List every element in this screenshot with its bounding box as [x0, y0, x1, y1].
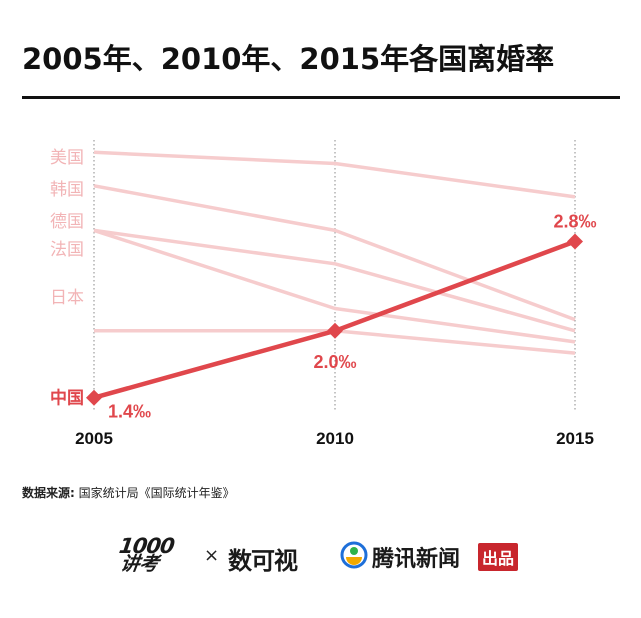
- series-lines: [86, 150, 583, 406]
- series-label-法国: 法国: [50, 240, 84, 260]
- logo-times-sign: ×: [204, 545, 220, 566]
- source-note: 数据来源: 国家统计局《国际统计年鉴》: [22, 484, 235, 501]
- x-tick-2005: 2005: [75, 429, 113, 448]
- logo-badge-chupin: 出品: [478, 543, 519, 571]
- series-label-美国: 美国: [50, 148, 84, 168]
- tencent-news-icon: [340, 541, 368, 569]
- series-label-韩国: 韩国: [50, 180, 84, 200]
- series-line-美国: [93, 150, 576, 199]
- logo-1000-jiangkao: 1000 讲考: [117, 534, 176, 575]
- series-label-日本: 日本: [50, 288, 84, 308]
- grid-lines: [93, 140, 576, 412]
- x-tick-2015: 2015: [556, 429, 594, 448]
- x-tick-2010: 2010: [316, 429, 354, 448]
- title-divider: [22, 96, 620, 99]
- source-text: 国家统计局《国际统计年鉴》: [74, 486, 235, 500]
- logo-shukeshi: 数可视: [228, 547, 298, 575]
- series-line-法国: [93, 228, 576, 344]
- series-line-德国: [93, 228, 576, 333]
- point-marker-2005: [86, 389, 102, 406]
- logo-tencent-news: 腾讯新闻: [372, 547, 461, 572]
- x-axis-ticks: 2005 2010 2015: [75, 429, 594, 448]
- point-marker-2015: [567, 233, 583, 250]
- data-label-2015: 2.8‰: [553, 212, 596, 232]
- chart-title: 2005年、2010年、2015年各国离婚率: [22, 42, 555, 76]
- series-label-中国: 中国: [50, 388, 84, 409]
- point-marker-2010: [327, 322, 343, 339]
- source-label: 数据来源:: [22, 486, 75, 500]
- data-label-2005: 1.4‰: [108, 402, 151, 422]
- data-label-2010: 2.0‰: [313, 352, 356, 372]
- logo-bar: 1000 讲考 × 数可视 腾讯新闻 出品: [0, 525, 641, 585]
- series-label-德国: 德国: [50, 212, 84, 232]
- series-line-韩国: [93, 184, 576, 322]
